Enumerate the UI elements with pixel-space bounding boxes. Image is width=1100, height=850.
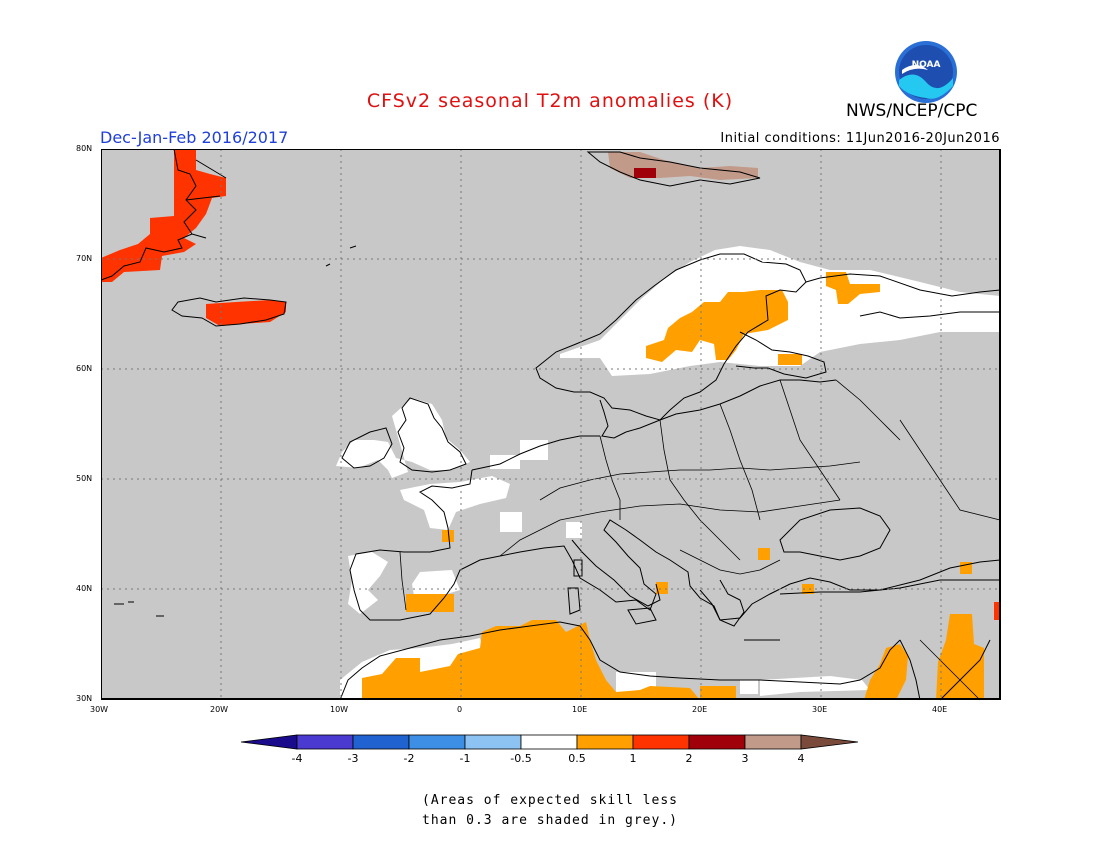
legend-label: -1 bbox=[459, 752, 471, 765]
noaa-logo-text: NOAA bbox=[912, 60, 941, 70]
legend-swatch bbox=[520, 734, 578, 750]
coastlines bbox=[101, 149, 1001, 701]
legend-label: -4 bbox=[291, 752, 303, 765]
map-title: CFSv2 seasonal T2m anomalies (K) bbox=[366, 90, 734, 112]
color-legend bbox=[240, 734, 859, 750]
skill-note-line-2: than 0.3 are shaded in grey.) bbox=[422, 813, 678, 828]
skill-note: (Areas of expected skill less than 0.3 a… bbox=[0, 791, 1100, 831]
legend-swatch bbox=[688, 734, 746, 750]
legend-swatch bbox=[464, 734, 522, 750]
lat-label-30n: 30N bbox=[76, 694, 93, 703]
legend-swatch bbox=[296, 734, 354, 750]
skill-note-line-1: (Areas of expected skill less bbox=[422, 793, 678, 808]
legend-label: 4 bbox=[797, 752, 805, 765]
legend-label: 2 bbox=[685, 752, 693, 765]
lon-label-30w: 30W bbox=[90, 705, 109, 714]
legend-swatch bbox=[408, 734, 466, 750]
legend-swatch bbox=[632, 734, 690, 750]
legend-label: 0.5 bbox=[568, 752, 586, 765]
agency-label: NWS/NCEP/CPC bbox=[846, 101, 978, 121]
lon-label-0: 0 bbox=[457, 705, 463, 714]
lon-label-30e: 30E bbox=[812, 705, 828, 714]
legend-swatch bbox=[576, 734, 634, 750]
lat-label-70n: 70N bbox=[76, 254, 93, 263]
lat-label-80n: 80N bbox=[76, 144, 93, 153]
legend-swatch bbox=[744, 734, 802, 750]
legend-swatch-below-min bbox=[240, 734, 298, 750]
legend-swatch bbox=[352, 734, 410, 750]
legend-label: 1 bbox=[629, 752, 637, 765]
legend-label: 3 bbox=[741, 752, 749, 765]
lon-label-10e: 10E bbox=[572, 705, 588, 714]
initial-conditions-label: Initial conditions: 11Jun2016-20Jun2016 bbox=[720, 131, 1000, 146]
lat-label-60n: 60N bbox=[76, 364, 93, 373]
legend-label: -2 bbox=[403, 752, 415, 765]
country-borders bbox=[399, 379, 1001, 701]
graticule bbox=[101, 149, 1001, 700]
season-label: Dec-Jan-Feb 2016/2017 bbox=[100, 128, 289, 147]
forecast-map bbox=[101, 149, 1001, 701]
lat-label-40n: 40N bbox=[76, 584, 93, 593]
anomaly-0.5-1-areas bbox=[362, 272, 984, 700]
no-skill-area bbox=[101, 149, 1001, 700]
legend-label: -3 bbox=[347, 752, 359, 765]
lon-label-20w: 20W bbox=[210, 705, 229, 714]
lat-label-50n: 50N bbox=[76, 474, 93, 483]
noaa-logo: NOAA bbox=[895, 41, 957, 103]
map-frame bbox=[101, 149, 1001, 700]
legend-swatch-above-max bbox=[800, 734, 859, 750]
lon-label-10w: 10W bbox=[330, 705, 349, 714]
legend-label: -0.5 bbox=[510, 752, 532, 765]
lon-label-20e: 20E bbox=[692, 705, 708, 714]
lon-label-40e: 40E bbox=[932, 705, 948, 714]
